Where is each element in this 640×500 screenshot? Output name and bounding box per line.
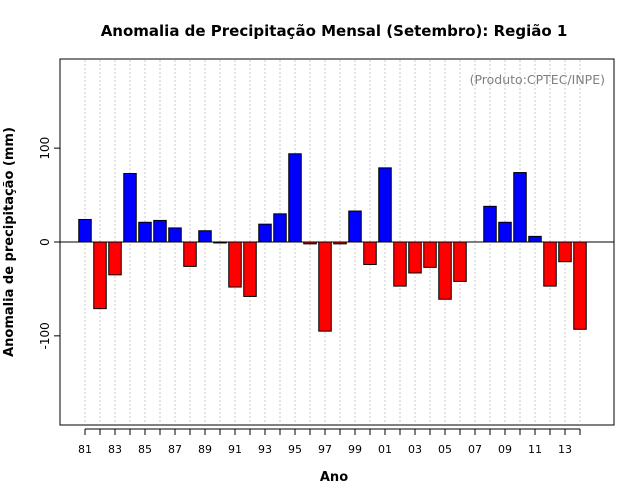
- x-axis-title: Ano: [320, 470, 348, 485]
- bar-02: [393, 241, 407, 287]
- x-tick-label: 01: [378, 443, 392, 456]
- bar-82: [93, 241, 107, 310]
- bars: [78, 153, 587, 332]
- x-tick-label: 05: [438, 443, 452, 456]
- x-tick-label: 09: [498, 443, 512, 456]
- bar-10: [513, 172, 527, 243]
- x-tick-label: 89: [198, 443, 212, 456]
- bar-08: [483, 205, 497, 243]
- x-tick-label: 13: [558, 443, 572, 456]
- bar-11: [528, 235, 542, 243]
- bar-99: [348, 210, 362, 243]
- bar-01: [378, 167, 392, 243]
- bar-81: [78, 218, 92, 243]
- bar-14: [573, 241, 587, 330]
- bar-91: [228, 241, 242, 288]
- y-axis: -100 0 100: [38, 137, 60, 349]
- bar-87: [168, 227, 182, 243]
- bar-88: [183, 241, 197, 267]
- bar-13: [558, 241, 572, 263]
- bar-09: [498, 221, 512, 243]
- x-tick-label: 81: [78, 443, 92, 456]
- x-tick-label: 99: [348, 443, 362, 456]
- bar-03: [408, 241, 422, 274]
- bar-84: [123, 172, 137, 243]
- x-tick-label: 03: [408, 443, 422, 456]
- chart-title: Anomalia de Precipitação Mensal (Setembr…: [101, 22, 568, 40]
- y-tick-label: 100: [38, 137, 52, 160]
- annotation-text: (Produto:CPTEC/INPE): [470, 72, 605, 87]
- y-tick-label: 0: [38, 238, 52, 246]
- y-tick-label: -100: [38, 322, 52, 349]
- x-tick-label: 91: [228, 443, 242, 456]
- bar-00: [363, 241, 377, 266]
- x-tick-label: 95: [288, 443, 302, 456]
- bar-93: [258, 223, 272, 243]
- bar-12: [543, 241, 557, 287]
- bar-92: [243, 241, 257, 297]
- bar-97: [318, 241, 332, 332]
- bar-05: [438, 241, 452, 300]
- bar-94: [273, 213, 287, 243]
- x-axis: 81 83 85 87 89 91 93 95 97 99 01 03 05 07 09 11 13: [78, 428, 581, 456]
- x-tick-label: 97: [318, 443, 332, 456]
- bar-86: [153, 219, 167, 243]
- x-tick-label: 93: [258, 443, 272, 456]
- bar-95: [288, 153, 302, 243]
- bar-04: [423, 241, 437, 268]
- x-tick-label: 83: [108, 443, 122, 456]
- bar-06: [453, 241, 467, 282]
- x-tick-label: 87: [168, 443, 182, 456]
- bar-85: [138, 221, 152, 243]
- bar-83: [108, 241, 122, 276]
- x-tick-label: 11: [528, 443, 542, 456]
- y-axis-title: Anomalia de precipitação (mm): [2, 127, 17, 357]
- x-tick-label: 07: [468, 443, 482, 456]
- x-tick-label: 85: [138, 443, 152, 456]
- bar-89: [198, 230, 212, 243]
